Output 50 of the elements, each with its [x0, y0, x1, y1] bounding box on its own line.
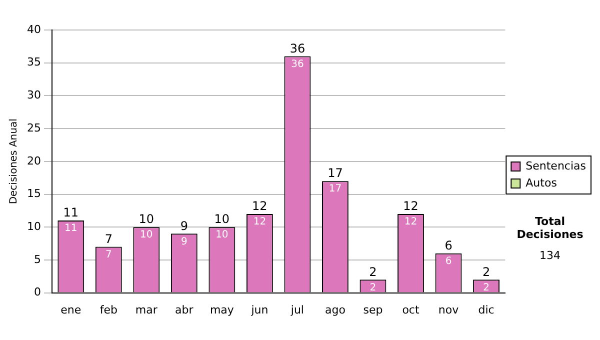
- y-tick-label: 15: [26, 187, 41, 200]
- total-label: 9: [180, 218, 188, 233]
- y-tick-label: 0: [34, 286, 41, 299]
- x-tick-label: dic: [478, 303, 494, 316]
- total-label: 7: [104, 232, 112, 246]
- total-label: 12: [403, 199, 418, 214]
- data-label: 10: [216, 230, 228, 241]
- y-axis-title: Decisiones Anual: [8, 118, 20, 204]
- x-tick-label: oct: [402, 303, 420, 316]
- legend-label: Sentencias: [526, 159, 586, 172]
- total-label: 11: [63, 206, 79, 220]
- y-tick-label: 30: [26, 88, 41, 102]
- data-label: 2: [483, 282, 490, 294]
- y-tick-label: 10: [26, 220, 41, 233]
- data-label: 2: [370, 282, 376, 294]
- x-tick-label: ago: [324, 303, 346, 316]
- total-label: 2: [369, 264, 377, 279]
- data-label: 10: [140, 230, 153, 241]
- data-label: 36: [291, 58, 304, 70]
- x-tick-label: ene: [60, 303, 82, 316]
- data-label: 9: [180, 236, 188, 248]
- x-tick-label: mar: [135, 303, 158, 316]
- data-label: 17: [328, 184, 342, 195]
- x-tick-label: may: [210, 303, 234, 316]
- data-label: 11: [64, 223, 78, 234]
- data-label: 12: [404, 216, 418, 228]
- y-tick-label: 35: [26, 56, 41, 69]
- total-label: 6: [444, 238, 452, 253]
- data-label: 6: [445, 256, 452, 267]
- total-label: 36: [290, 41, 306, 56]
- y-tick-label: 40: [26, 22, 41, 36]
- x-tick-label: nov: [438, 303, 460, 316]
- text: Total Decisiones: [516, 215, 584, 241]
- x-tick-label: jul: [290, 303, 304, 316]
- text: 134: [538, 249, 562, 262]
- y-tick-label: 25: [26, 121, 41, 134]
- data-label: 12: [253, 216, 266, 228]
- x-tick-label: sep: [363, 303, 383, 316]
- data-label: 7: [105, 249, 112, 260]
- y-tick-label: 5: [34, 252, 41, 266]
- total-label: 12: [252, 199, 268, 214]
- x-tick-label: feb: [100, 303, 118, 316]
- x-tick-label: jun: [250, 303, 268, 316]
- total-label: 2: [482, 264, 490, 279]
- total-label: 10: [214, 212, 230, 226]
- legend-label: Autos: [526, 176, 558, 190]
- y-tick-label: 20: [26, 154, 41, 168]
- total-label: 17: [328, 166, 343, 180]
- x-tick-label: abr: [175, 303, 194, 316]
- total-label: 10: [138, 212, 154, 226]
